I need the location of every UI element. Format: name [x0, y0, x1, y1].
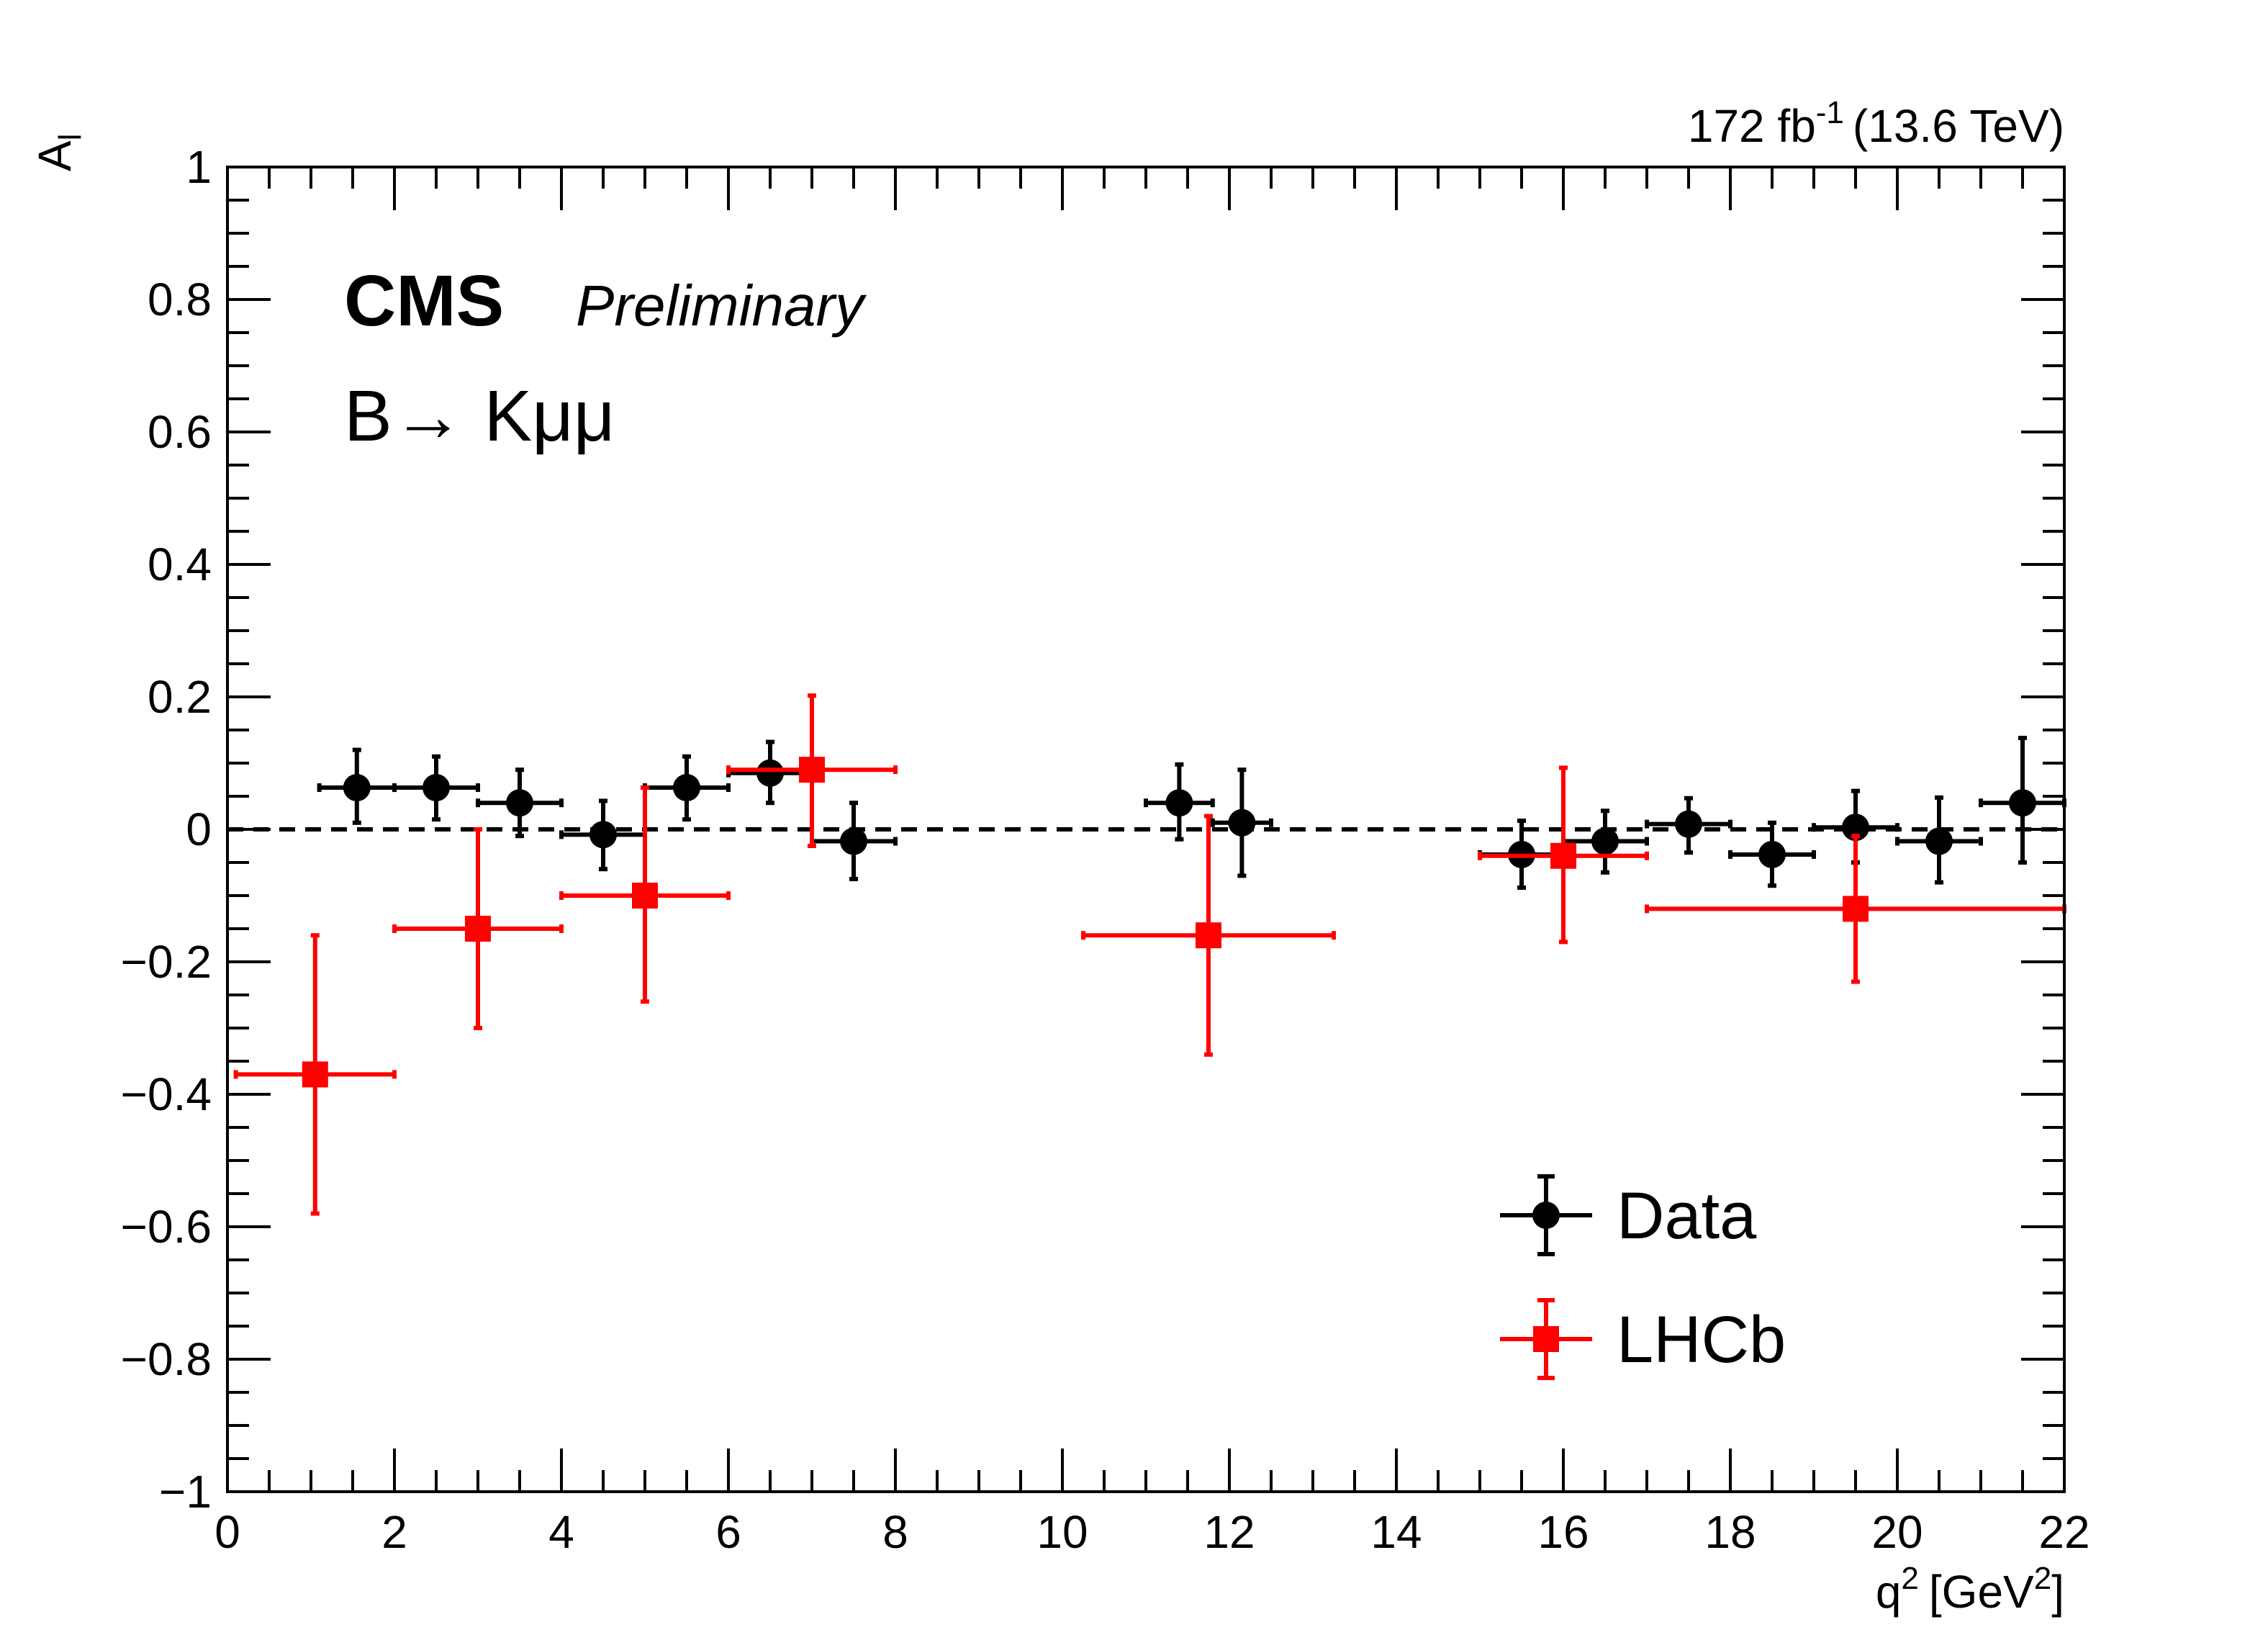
data-point — [1758, 840, 1786, 868]
experiment-label: CMS — [344, 261, 504, 341]
data-point — [1196, 922, 1221, 949]
data-point — [840, 827, 867, 855]
x-tick-label: 18 — [1704, 1506, 1756, 1558]
plot-frame — [226, 166, 2066, 1493]
data-series — [233, 693, 2066, 1216]
legend-marker — [1532, 1202, 1560, 1229]
x-tick-label: 14 — [1370, 1506, 1422, 1558]
data-point — [799, 757, 825, 783]
data-point — [506, 789, 533, 817]
x-tick-label: 4 — [548, 1506, 574, 1558]
legend: Data LHCb — [1500, 1174, 1786, 1380]
data-point — [343, 774, 371, 802]
x-tick-label: 16 — [1537, 1506, 1589, 1558]
data-point — [1591, 827, 1619, 855]
data-point — [423, 774, 450, 802]
data-point — [302, 1061, 328, 1088]
y-axis-title: Al — [29, 134, 88, 171]
x-tick-label: 0 — [214, 1506, 240, 1558]
x-tick-label: 20 — [1871, 1506, 1923, 1558]
y-tick-label: −0.8 — [121, 1333, 212, 1385]
data-point — [589, 821, 617, 849]
data-point — [465, 916, 491, 942]
y-tick-label: 0.4 — [148, 539, 212, 590]
legend-entry-data: Data — [1500, 1174, 1757, 1256]
x-tick-label: 2 — [381, 1506, 407, 1558]
y-tick-label: 1 — [186, 141, 212, 193]
x-tick-label: 12 — [1203, 1506, 1255, 1558]
x-axis-title: q2 [GeV2] — [1876, 1561, 2064, 1618]
y-tick-label: 0.8 — [148, 274, 212, 325]
y-tick-label: −1 — [159, 1466, 212, 1518]
axis-ticks — [226, 166, 2066, 1493]
process-label: B→ Kμμ — [344, 376, 615, 456]
data-point — [1925, 827, 1953, 855]
data-point — [1842, 814, 1869, 842]
x-tick-label: 8 — [882, 1506, 908, 1558]
series-lhcb — [233, 693, 2066, 1216]
y-tick-label: 0 — [186, 803, 212, 855]
y-tick-label: 0.6 — [148, 406, 212, 458]
data-point — [1550, 842, 1576, 869]
lumi-label: 172 fb-1 (13.6 TeV) — [1688, 95, 2064, 152]
y-tick-label: −0.2 — [121, 936, 212, 988]
data-point — [1165, 789, 1193, 817]
data-point — [1228, 808, 1256, 837]
x-tick-label: 22 — [2038, 1506, 2089, 1558]
data-point — [756, 759, 784, 787]
data-point — [673, 774, 700, 802]
legend-label: Data — [1617, 1179, 1757, 1253]
legend-label: LHCb — [1617, 1303, 1786, 1377]
y-tick-label: 0.2 — [148, 671, 212, 723]
data-point — [1675, 810, 1702, 838]
x-tick-label: 10 — [1036, 1506, 1088, 1558]
y-tick-label: −0.6 — [121, 1201, 212, 1253]
data-point — [632, 883, 658, 909]
data-point — [2009, 789, 2036, 817]
legend-entry-lhcb: LHCb — [1500, 1298, 1786, 1380]
series-data — [317, 736, 2066, 890]
legend-marker — [1533, 1326, 1559, 1352]
data-point — [1843, 896, 1869, 922]
y-tick-label: −0.4 — [121, 1068, 212, 1120]
svg-text:Al: Al — [29, 134, 88, 171]
status-label: Preliminary — [576, 274, 867, 338]
x-tick-label: 6 — [715, 1506, 741, 1558]
axis-tick-labels: 0 2 4 6 8 10 12 14 16 18 20 22 −1 −0.8 −0.6 −0.4 −0.2 0 0.… — [121, 141, 2090, 1558]
